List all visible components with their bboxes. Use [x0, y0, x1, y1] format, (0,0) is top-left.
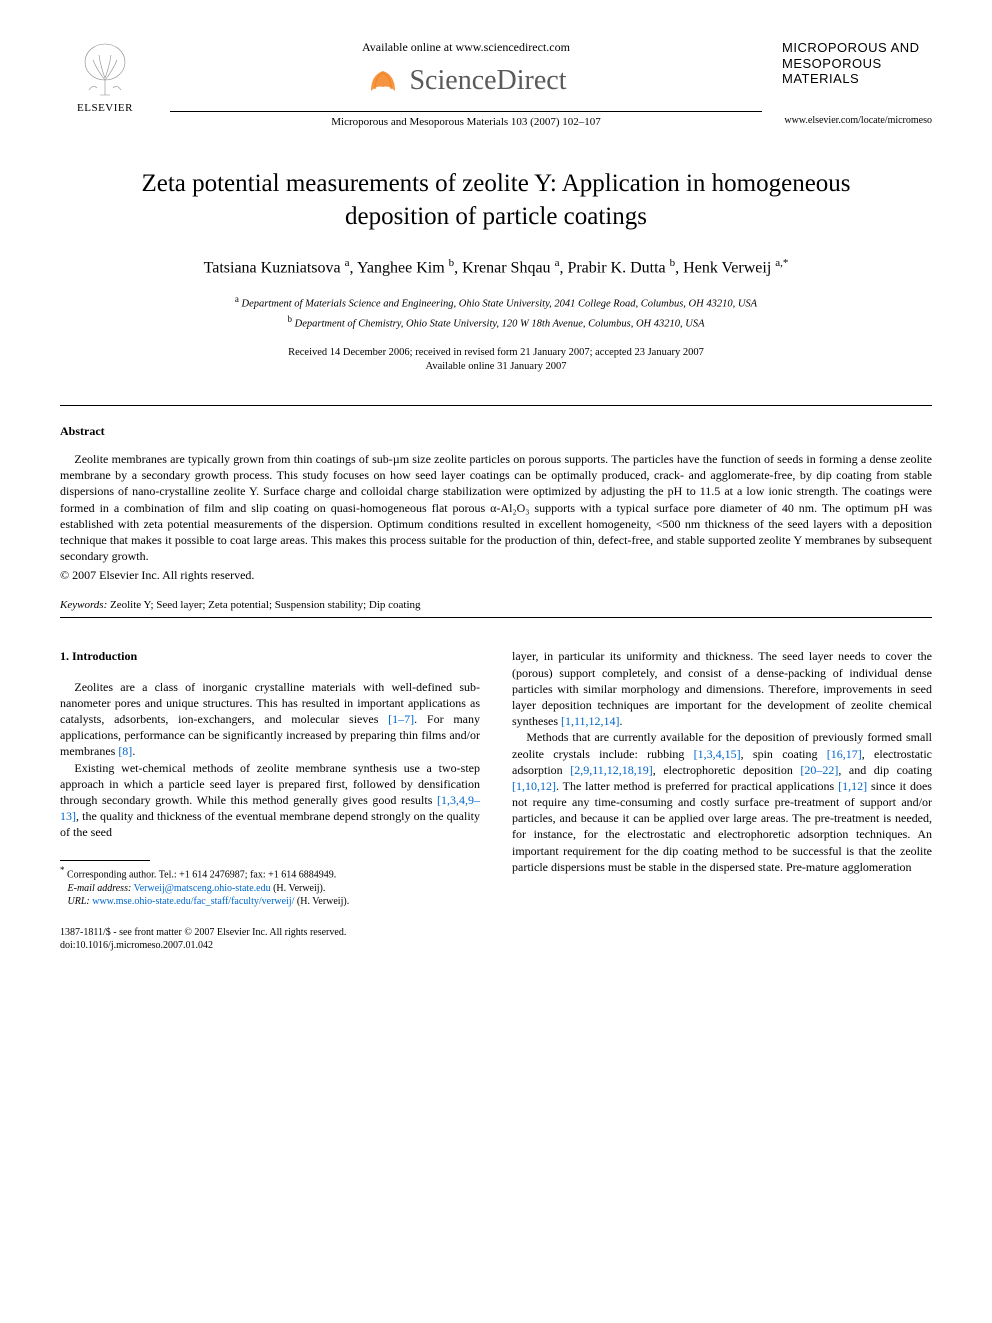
journal-url: www.elsevier.com/locate/micromeso — [782, 115, 932, 126]
affiliation-b: Department of Chemistry, Ohio State Univ… — [295, 318, 705, 329]
elsevier-tree-icon — [75, 40, 135, 100]
ref-link[interactable]: [1,3,4,15] — [694, 747, 741, 761]
available-online-text: Available online at www.sciencedirect.co… — [170, 40, 762, 55]
sciencedirect-text: ScienceDirect — [409, 65, 566, 97]
center-header: Available online at www.sciencedirect.co… — [150, 40, 782, 128]
front-matter-line: 1387-1811/$ - see front matter © 2007 El… — [60, 926, 480, 939]
received-date: Received 14 December 2006; received in r… — [288, 347, 704, 358]
journal-logo-text: MICROPOROUS AND MESOPOROUS MATERIALS — [782, 40, 932, 87]
page-header: ELSEVIER Available online at www.science… — [60, 40, 932, 128]
intro-heading: 1. Introduction — [60, 648, 480, 664]
doi-line: doi:10.1016/j.micromeso.2007.01.042 — [60, 939, 480, 952]
email-link[interactable]: Verweij@matsceng.ohio-state.edu — [134, 883, 271, 894]
footnotes: * Corresponding author. Tel.: +1 614 247… — [60, 865, 480, 907]
author-3: Krenar Shqau — [462, 259, 550, 276]
author-5: Henk Verweij — [683, 259, 771, 276]
abstract-copyright: © 2007 Elsevier Inc. All rights reserved… — [60, 568, 932, 583]
ref-link[interactable]: [20–22] — [800, 763, 838, 777]
bottom-matter: 1387-1811/$ - see front matter © 2007 El… — [60, 926, 480, 952]
ref-link[interactable]: [16,17] — [827, 747, 862, 761]
ref-link[interactable]: [8] — [118, 744, 132, 758]
author-2-aff: b — [449, 257, 455, 269]
ref-link[interactable]: [1,10,12] — [512, 779, 556, 793]
author-4: Prabir K. Dutta — [567, 259, 665, 276]
email-line: E-mail address: Verweij@matsceng.ohio-st… — [60, 882, 480, 895]
keywords-label: Keywords: — [60, 599, 107, 611]
journal-citation: Microporous and Mesoporous Materials 103… — [170, 116, 762, 128]
footnote-divider — [60, 860, 150, 861]
url-link[interactable]: www.mse.ohio-state.edu/fac_staff/faculty… — [92, 896, 294, 907]
author-5-aff: a,* — [775, 257, 788, 269]
header-divider — [170, 111, 762, 112]
left-column: 1. Introduction Zeolites are a class of … — [60, 648, 480, 951]
affiliation-a: Department of Materials Science and Engi… — [242, 299, 758, 310]
right-column: layer, in particular its uniformity and … — [512, 648, 932, 951]
ref-link[interactable]: [1–7] — [388, 712, 414, 726]
intro-p4: Methods that are currently available for… — [512, 729, 932, 875]
keywords-text: Zeolite Y; Seed layer; Zeta potential; S… — [110, 599, 421, 611]
elsevier-logo-block: ELSEVIER — [60, 40, 150, 114]
affiliations: a Department of Materials Science and En… — [60, 293, 932, 331]
sciencedirect-icon — [365, 63, 401, 99]
abstract-text: Zeolite membranes are typically grown fr… — [60, 451, 932, 564]
author-2: Yanghee Kim — [357, 259, 445, 276]
journal-logo-line2: MESOPOROUS MATERIALS — [782, 56, 882, 87]
journal-logo-line1: MICROPOROUS AND — [782, 40, 920, 55]
author-1: Tatsiana Kuzniatsova — [204, 259, 341, 276]
online-date: Available online 31 January 2007 — [426, 361, 567, 372]
ref-link[interactable]: [2,9,11,12,18,19] — [570, 763, 653, 777]
url-line: URL: www.mse.ohio-state.edu/fac_staff/fa… — [60, 895, 480, 908]
abstract-top-divider — [60, 405, 932, 406]
authors-line: Tatsiana Kuzniatsova a, Yanghee Kim b, K… — [60, 257, 932, 277]
keywords-line: Keywords: Zeolite Y; Seed layer; Zeta po… — [60, 599, 932, 611]
intro-p3: layer, in particular its uniformity and … — [512, 648, 932, 729]
article-title: Zeta potential measurements of zeolite Y… — [120, 168, 872, 233]
author-4-aff: b — [670, 257, 676, 269]
article-dates: Received 14 December 2006; received in r… — [60, 346, 932, 375]
ref-link[interactable]: [1,11,12,14] — [561, 714, 620, 728]
author-1-aff: a — [345, 257, 350, 269]
author-3-aff: a — [555, 257, 560, 269]
journal-logo-block: MICROPOROUS AND MESOPOROUS MATERIALS www… — [782, 40, 932, 126]
elsevier-label: ELSEVIER — [77, 102, 133, 114]
intro-p2: Existing wet-chemical methods of zeolite… — [60, 760, 480, 841]
intro-p1: Zeolites are a class of inorganic crysta… — [60, 679, 480, 760]
sciencedirect-logo: ScienceDirect — [170, 63, 762, 99]
corresponding-author: * Corresponding author. Tel.: +1 614 247… — [60, 865, 480, 881]
abstract-heading: Abstract — [60, 424, 932, 439]
ref-link[interactable]: [1,12] — [838, 779, 867, 793]
body-columns: 1. Introduction Zeolites are a class of … — [60, 648, 932, 951]
abstract-bottom-divider — [60, 617, 932, 618]
